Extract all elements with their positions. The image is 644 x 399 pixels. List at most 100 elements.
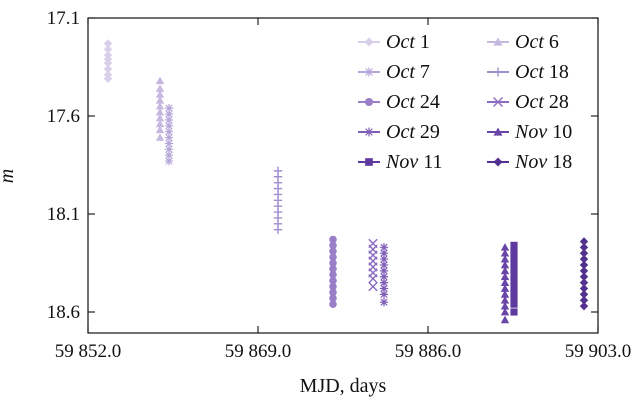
data-point [329,235,337,244]
data-point [500,249,510,257]
x-axis-label: MJD, days [300,375,387,397]
x-tick-label: 59 903.0 [565,341,632,362]
series-group [500,243,510,324]
data-point [500,278,510,286]
legend-label-day: 10 [547,121,572,143]
data-point [510,308,518,316]
data-point [164,127,174,136]
data-point [329,247,337,256]
data-point [579,260,589,270]
data-point [579,272,589,281]
legend-label: Nov 10 [514,121,572,143]
data-point [510,277,518,285]
legend-entry: Nov 18 [487,151,572,173]
data-point [379,249,389,258]
data-point [155,133,165,141]
data-point [164,109,174,119]
data-point [155,113,165,122]
legend-label-month: Oct [515,31,544,53]
series-group [510,241,518,316]
series-group [155,76,165,141]
data-point [155,107,165,116]
data-point [500,301,510,310]
data-point [155,119,165,128]
legend-entry: Oct 6 [487,31,559,53]
data-point [510,271,518,279]
data-point [379,272,389,281]
data-point [329,265,337,273]
legend-label-day: 7 [415,61,430,83]
legend-label-month: Oct [386,31,415,53]
data-point [500,272,510,281]
data-point [379,284,389,293]
legend-entry: Nov 11 [358,151,442,173]
data-point [103,58,113,68]
data-point [329,282,337,291]
data-point [500,243,510,251]
data-point [103,45,113,54]
data-point [379,278,389,287]
data-point [273,225,283,234]
x-tick-label: 59 886.0 [395,341,462,362]
data-point [500,260,510,269]
data-point [579,266,589,276]
legend-label-month: Nov [514,121,547,143]
data-point [579,284,589,293]
data-point [329,288,337,297]
data-point [493,37,503,46]
legend-label: Oct 18 [515,61,569,83]
data-point [164,103,174,113]
data-point [329,270,337,279]
legend-label: Oct 24 [386,91,440,113]
legend-label-day: 28 [544,91,569,113]
legend-label-day: 11 [418,151,442,173]
data-point [579,254,589,264]
legend-entry: Oct 28 [487,91,569,113]
data-point [103,74,113,83]
data-point [164,133,174,142]
data-point [579,278,589,287]
data-point [500,296,510,304]
data-point [164,151,174,160]
data-point [103,64,113,74]
series-group [379,243,389,307]
data-point [329,241,337,250]
data-point [510,282,518,291]
legend-label: Oct 7 [386,61,430,83]
data-points-layer [103,39,589,324]
data-point [329,294,337,303]
data-point [364,97,374,107]
series-group [329,235,337,308]
data-point [500,290,510,298]
data-point [500,266,510,275]
legend-label-day: 18 [544,61,569,83]
legend-label-day: 18 [547,151,572,173]
legend-label-day: 6 [544,31,559,53]
ticks-layer: 59 852.0 59 869.0 59 886.0 59 903.0 17.1 17.6… [47,8,632,362]
legend-label-month: Nov [385,151,418,173]
y-tick-label: 17.6 [47,106,80,127]
data-point [579,243,589,252]
data-point [579,301,589,311]
series-group [579,237,589,311]
legend-label-month: Oct [386,61,415,83]
data-point [379,260,389,270]
series-group [103,39,113,83]
data-point [510,265,518,273]
data-point [379,298,389,307]
y-tick-label: 18.6 [47,302,80,323]
data-point [510,300,518,308]
data-point [164,121,174,130]
data-point [510,294,518,302]
data-point [500,254,510,263]
legend-label: Nov 18 [514,151,572,173]
data-point [493,67,503,77]
data-point [379,290,389,299]
data-point [164,145,174,154]
data-point [329,276,337,285]
x-tick-label: 59 869.0 [225,341,292,362]
data-point [579,237,589,246]
